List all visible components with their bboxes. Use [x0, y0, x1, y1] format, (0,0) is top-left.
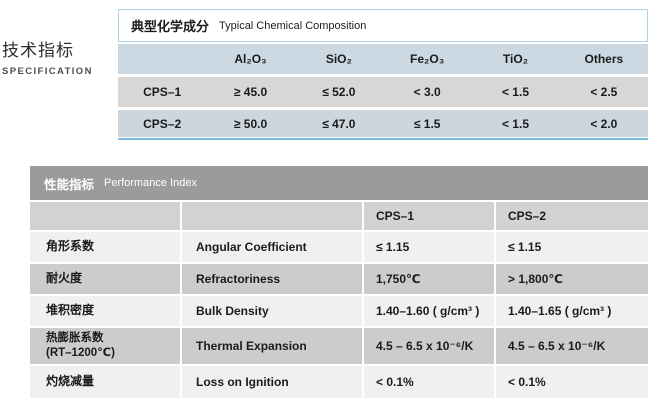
chemical-table-title-en: Typical Chemical Composition: [219, 19, 367, 32]
perf-label-en: Angular Coefficient: [182, 232, 362, 262]
performance-table-title-zh: 性能指标: [44, 177, 95, 192]
performance-table-subheader-row: CPS–1 CPS–2: [30, 202, 648, 230]
perf-label-en: Refractoriness: [182, 264, 362, 294]
perf-label-en: Thermal Expansion: [182, 328, 362, 364]
perf-subheader-empty: [30, 202, 180, 230]
chem-value: < 2.0: [590, 116, 618, 131]
chem-header-others: Others: [584, 52, 624, 66]
chemical-composition-table: 典型化学成分 Typical Chemical Composition Al₂O…: [118, 9, 648, 140]
perf-value-cps1: 1,750℃: [364, 264, 494, 294]
perf-value-cps1: 4.5 – 6.5 x 10⁻⁶/K: [364, 328, 494, 364]
perf-label-zh: 堆积密度: [30, 296, 180, 326]
perf-label-zh: 耐火度: [30, 264, 180, 294]
perf-row-loss-on-ignition: 灼烧减量 Loss on Ignition < 0.1% < 0.1%: [30, 366, 648, 398]
chem-value: < 1.5: [501, 116, 529, 131]
performance-table-title-en: Performance Index: [104, 177, 197, 189]
chemical-table-header-row: Al₂O₃ SiO₂ Fe₂O₃ TiO₂ Others: [118, 44, 648, 74]
performance-table-title-bar: 性能指标 Performance Index: [30, 166, 648, 200]
perf-value-cps1: < 0.1%: [364, 366, 494, 398]
perf-subheader-empty: [182, 202, 362, 230]
perf-value-cps2: 4.5 – 6.5 x 10⁻⁶/K: [496, 328, 648, 364]
chem-value: ≤ 1.5: [413, 116, 441, 131]
chem-header-tio2: TiO₂: [502, 52, 529, 66]
perf-subheader-cps2: CPS–2: [496, 202, 648, 230]
chem-value: ≥ 50.0: [233, 116, 268, 131]
section-title-en: SPECIFICATION: [2, 66, 93, 77]
perf-value-cps2: > 1,800℃: [496, 264, 648, 294]
chem-value: ≤ 47.0: [322, 116, 356, 131]
chem-value: < 3.0: [413, 85, 441, 99]
perf-value-cps2: ≤ 1.15: [496, 232, 648, 262]
chemical-table-title-zh: 典型化学成分: [131, 19, 210, 34]
chem-header-fe2o3: Fe₂O₃: [410, 52, 445, 66]
perf-label-en: Loss on Ignition: [182, 366, 362, 398]
section-title-zh: 技术指标: [2, 41, 74, 60]
chemical-table-row-cps2: CPS–2 ≥ 50.0 ≤ 47.0 ≤ 1.5 < 1.5 < 2.0: [118, 110, 648, 137]
perf-label-zh: 热膨胀系数 (RT–1200℃): [30, 328, 180, 364]
chemical-table-title: 典型化学成分 Typical Chemical Composition: [118, 9, 648, 42]
chem-row-label: CPS–1: [143, 85, 182, 99]
chem-value: < 2.5: [590, 85, 618, 99]
perf-label-en: Bulk Density: [182, 296, 362, 326]
perf-label-zh: 角形系数: [30, 232, 180, 262]
perf-label-zh: 灼烧减量: [30, 366, 180, 398]
perf-value-cps2: 1.40–1.65 ( g/cm³ ): [496, 296, 648, 326]
perf-value-cps1: ≤ 1.15: [364, 232, 494, 262]
perf-value-cps2: < 0.1%: [496, 366, 648, 398]
chem-value: ≤ 52.0: [322, 85, 356, 99]
section-label: 技术指标 SPECIFICATION: [2, 36, 93, 77]
performance-index-table: 性能指标 Performance Index CPS–1 CPS–2 角形系数 …: [30, 166, 648, 398]
chem-header-sio2: SiO₂: [325, 52, 352, 66]
perf-row-thermal-expansion: 热膨胀系数 (RT–1200℃) Thermal Expansion 4.5 –…: [30, 328, 648, 364]
perf-row-angular-coefficient: 角形系数 Angular Coefficient ≤ 1.15 ≤ 1.15: [30, 232, 648, 262]
chem-value: ≥ 45.0: [233, 85, 268, 99]
perf-subheader-cps1: CPS–1: [364, 202, 494, 230]
perf-value-cps1: 1.40–1.60 ( g/cm³ ): [364, 296, 494, 326]
chemical-table-row-cps1: CPS–1 ≥ 45.0 ≤ 52.0 < 3.0 < 1.5 < 2.5: [118, 77, 648, 107]
chem-header-al2o3: Al₂O₃: [234, 52, 267, 66]
perf-row-bulk-density: 堆积密度 Bulk Density 1.40–1.60 ( g/cm³ ) 1.…: [30, 296, 648, 326]
chem-row-label: CPS–2: [143, 116, 182, 131]
chem-value: < 1.5: [501, 85, 529, 99]
chemical-table-bottom-border: [118, 138, 648, 140]
perf-row-refractoriness: 耐火度 Refractoriness 1,750℃ > 1,800℃: [30, 264, 648, 294]
